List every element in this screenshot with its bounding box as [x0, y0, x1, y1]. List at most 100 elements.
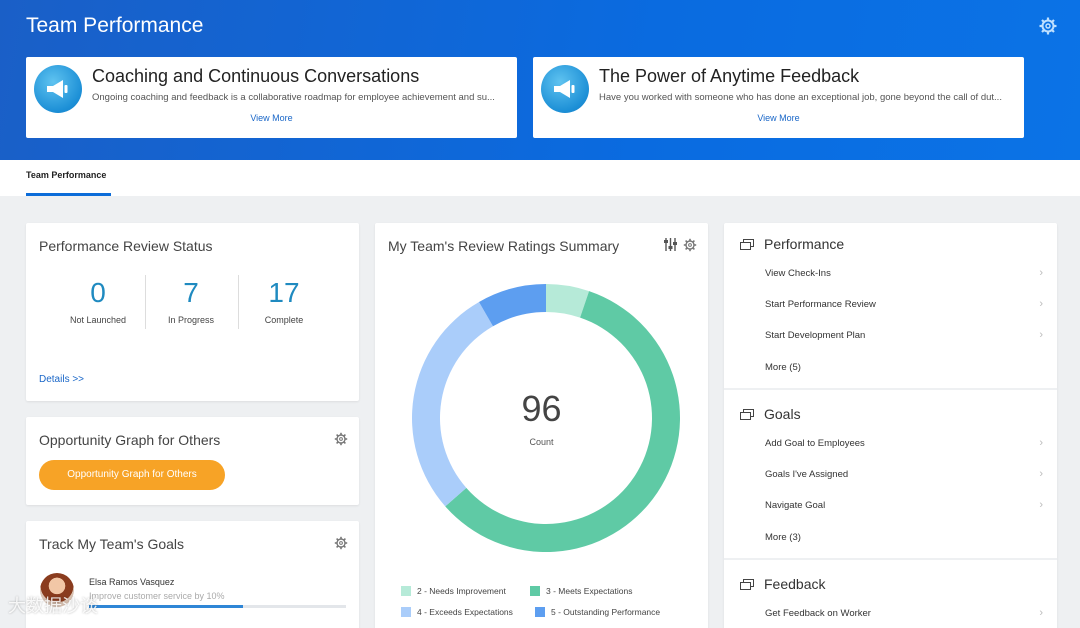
sidebar-link-label: Navigate Goal: [765, 500, 826, 511]
section-header-goals: Goals: [740, 406, 801, 422]
legend-item[interactable]: 5 - Outstanding Performance: [535, 607, 660, 617]
chevron-right-icon: ›: [1039, 267, 1043, 279]
avatar[interactable]: [40, 573, 74, 607]
donut-center-value: 96: [521, 388, 562, 429]
gear-icon[interactable]: [683, 238, 697, 252]
divider: [724, 558, 1057, 560]
chevron-right-icon: ›: [1039, 298, 1043, 310]
section-header-feedback: Feedback: [740, 576, 825, 592]
performance-review-status-card: Performance Review Status 0 Not Launched…: [26, 223, 359, 401]
stat-complete[interactable]: 17 Complete: [238, 277, 330, 325]
sidebar-link[interactable]: Get Feedback on Worker ›: [765, 599, 1043, 628]
sidebar-link[interactable]: Start Performance Review ›: [765, 290, 1043, 320]
sidebar-more-link[interactable]: More (5): [765, 353, 1043, 383]
sidebar-link[interactable]: Add Goal to Employees ›: [765, 429, 1043, 459]
sidebar-link-label: Add Goal to Employees: [765, 438, 865, 449]
review-ratings-summary-card: My Team's Review Ratings Summary 96 Coun…: [375, 223, 708, 628]
page-title: Team Performance: [26, 14, 204, 37]
legend-label: 5 - Outstanding Performance: [551, 607, 661, 617]
announcement-title: Coaching and Continuous Conversations: [92, 66, 420, 86]
announcement-description: Have you worked with someone who has don…: [599, 92, 1002, 103]
legend-item[interactable]: 3 - Meets Expectations: [530, 586, 632, 596]
sidebar-link-label: View Check-Ins: [765, 268, 831, 279]
window-stack-icon: [740, 407, 754, 420]
stat-value: 0: [90, 277, 106, 308]
window-stack-icon: [740, 577, 754, 590]
announcement-description: Ongoing coaching and feedback is a colla…: [92, 92, 495, 103]
legend-swatch: [401, 586, 411, 596]
section-title: Performance: [764, 236, 845, 252]
donut-slice-3[interactable]: [445, 291, 680, 552]
donut-slice-2[interactable]: [546, 284, 590, 318]
section-title: Feedback: [764, 576, 826, 592]
sidebar-link-label: More (5): [765, 362, 801, 373]
megaphone-icon: [541, 65, 589, 113]
watermark-text: 大数据沙谈: [8, 596, 98, 616]
ratings-donut-chart: [412, 284, 680, 552]
chevron-right-icon: ›: [1039, 468, 1043, 480]
stat-label: Complete: [264, 315, 304, 325]
legend-label: 4 - Exceeds Expectations: [417, 607, 513, 617]
divider: [724, 388, 1057, 390]
goal-progress-bar: [89, 605, 346, 608]
settings-gear-icon[interactable]: [1038, 16, 1058, 36]
stat-value: 7: [183, 277, 199, 308]
view-more-link[interactable]: View More: [250, 113, 293, 123]
goal-progress-fill: [89, 605, 244, 608]
section-title: Goals: [764, 406, 801, 422]
stat-label: Not Launched: [69, 315, 127, 325]
sidebar-link[interactable]: Navigate Goal ›: [765, 491, 1043, 521]
view-more-link[interactable]: View More: [757, 113, 800, 123]
gear-icon[interactable]: [334, 536, 348, 550]
sliders-icon[interactable]: [663, 237, 678, 252]
track-team-goals-card: Track My Team's Goals Elsa Ramos Vasquez…: [26, 521, 359, 628]
worklet-sidebar: Performance View Check-Ins › Start Perfor…: [724, 223, 1057, 628]
sidebar-link-label: Goals I've Assigned: [765, 469, 849, 480]
details-link[interactable]: Details >>: [39, 374, 85, 385]
window-stack-icon: [740, 237, 754, 250]
card-title: Track My Team's Goals: [39, 536, 185, 552]
gear-icon[interactable]: [334, 432, 348, 446]
sidebar-link-label: More (3): [765, 532, 801, 543]
employee-name[interactable]: Elsa Ramos Vasquez: [89, 577, 175, 587]
divider: [238, 275, 239, 329]
tab-team-performance[interactable]: Team Performance: [26, 170, 107, 180]
donut-slice-5[interactable]: [479, 284, 546, 327]
stat-in-progress[interactable]: 7 In Progress: [145, 277, 237, 325]
megaphone-icon: [34, 65, 82, 113]
tab-bar: Team Performance: [0, 160, 1080, 196]
donut-slice-4[interactable]: [412, 301, 493, 507]
page-header: Team Performance Coaching and Continuous…: [0, 0, 1080, 160]
opportunity-graph-card: Opportunity Graph for Others Opportunity…: [26, 417, 359, 505]
donut-center-label: Count: [529, 437, 554, 447]
legend-swatch: [535, 607, 545, 617]
opportunity-graph-button[interactable]: Opportunity Graph for Others: [39, 460, 225, 490]
divider: [145, 275, 146, 329]
announcement-card-feedback[interactable]: The Power of Anytime Feedback Have you w…: [533, 57, 1024, 138]
legend-label: 2 - Needs Improvement: [417, 586, 506, 596]
announcement-title: The Power of Anytime Feedback: [599, 66, 860, 86]
section-header-performance: Performance: [740, 236, 844, 252]
sidebar-link-label: Start Performance Review: [765, 299, 876, 310]
sidebar-link[interactable]: View Check-Ins ›: [765, 259, 1043, 289]
sidebar-link[interactable]: Start Development Plan ›: [765, 321, 1043, 351]
chevron-right-icon: ›: [1039, 329, 1043, 341]
chevron-right-icon: ›: [1039, 499, 1043, 511]
sidebar-more-link[interactable]: More (3): [765, 523, 1043, 553]
legend-item[interactable]: 4 - Exceeds Expectations: [401, 607, 513, 617]
stat-value: 17: [268, 277, 300, 308]
employee-goal: Improve customer service by 10%: [89, 591, 225, 601]
chevron-right-icon: ›: [1039, 437, 1043, 449]
legend-item[interactable]: 2 - Needs Improvement: [401, 586, 506, 596]
sidebar-link-label: Start Development Plan: [765, 330, 866, 341]
legend-swatch: [401, 607, 411, 617]
sidebar-link[interactable]: Goals I've Assigned ›: [765, 460, 1043, 490]
chevron-right-icon: ›: [1039, 607, 1043, 619]
card-title: Opportunity Graph for Others: [39, 432, 221, 448]
stat-not-launched[interactable]: 0 Not Launched: [52, 277, 144, 325]
active-tab-indicator: [26, 193, 111, 196]
announcement-card-coaching[interactable]: Coaching and Continuous Conversations On…: [26, 57, 517, 138]
stat-label: In Progress: [167, 315, 215, 325]
sidebar-link-label: Get Feedback on Worker: [765, 608, 871, 619]
legend-swatch: [530, 586, 540, 596]
